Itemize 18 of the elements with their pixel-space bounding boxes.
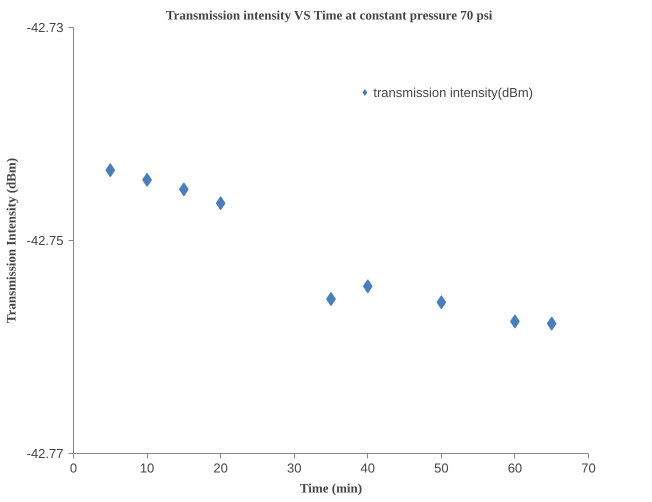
- x-tick-label: 20: [213, 460, 228, 476]
- y-tick-label: -42.73: [26, 20, 64, 35]
- x-axis-title: Time (min): [300, 480, 362, 496]
- x-tick-label: 40: [360, 460, 376, 476]
- y-axis-title: Transmission Intensity (dBm): [4, 158, 19, 324]
- point: [362, 279, 373, 294]
- x-tick-label: 10: [140, 460, 154, 476]
- x-tick-label: 0: [70, 460, 78, 476]
- x-tick-label: 60: [508, 460, 522, 476]
- x-tick-label: 30: [286, 460, 302, 476]
- legend-label: transmission intensity(dBm): [373, 84, 533, 100]
- chart-title: Transmission intensity VS Time at constant pressure 70 psi: [166, 8, 493, 22]
- y-tick-label: -42.77: [26, 446, 64, 461]
- x-tick-label: 70: [581, 460, 596, 476]
- x-tick-label: 50: [434, 460, 449, 476]
- y-tick-label: -42.75: [26, 233, 64, 248]
- point: [546, 316, 557, 331]
- point: [105, 163, 116, 178]
